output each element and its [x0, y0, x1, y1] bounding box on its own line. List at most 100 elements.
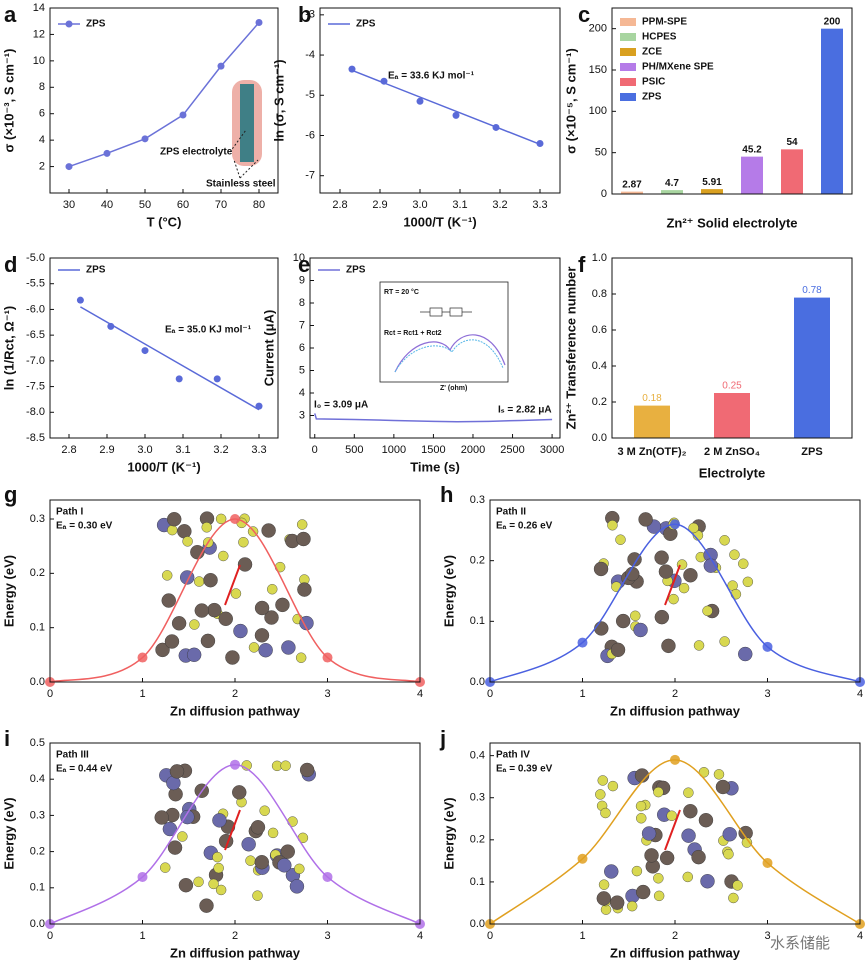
- bar: [634, 405, 670, 438]
- data-point: [137, 871, 148, 882]
- plot-frame: [489, 499, 861, 683]
- annotation: Eₐ = 0.39 eV: [496, 764, 553, 775]
- y-tick-label: -3: [305, 9, 315, 21]
- annotation: ZPS electrolyte: [160, 147, 233, 158]
- y-tick-label: 0.2: [470, 834, 485, 846]
- atom: [180, 809, 195, 825]
- y-tick-label: 50: [595, 147, 607, 159]
- x-tick-label: ZPS: [801, 446, 822, 458]
- x-tick-label: 0: [312, 444, 318, 456]
- atom: [200, 633, 216, 649]
- x-tick-label: 3 M Zn(OTF)₂: [617, 446, 686, 458]
- atom: [296, 519, 308, 530]
- y-tick-label: 8: [299, 297, 305, 309]
- legend-swatch: [620, 63, 636, 71]
- y-tick-label: 8: [39, 81, 45, 93]
- atom: [250, 820, 266, 835]
- atom: [230, 588, 242, 599]
- value-label: 2.87: [622, 179, 642, 190]
- data-point: [230, 514, 240, 525]
- y-tick-label: 4: [299, 387, 305, 399]
- y-tick-label: 0.4: [30, 773, 45, 785]
- legend-label: ZPS: [356, 19, 376, 30]
- atom: [297, 582, 312, 597]
- atom: [167, 840, 183, 855]
- atom: [203, 572, 218, 588]
- x-tick-label: 3.2: [213, 444, 228, 456]
- annotation: I₀ = 3.09 μA: [314, 400, 368, 411]
- legend-marker: [65, 20, 73, 28]
- y-tick-label: 2: [39, 160, 45, 172]
- y-tick-label: 6: [299, 342, 305, 354]
- bar: [621, 191, 643, 194]
- x-tick-label: 3: [324, 930, 330, 942]
- atom: [212, 851, 223, 863]
- legend-swatch: [620, 93, 636, 101]
- atom: [653, 873, 664, 884]
- legend-swatch: [620, 48, 636, 56]
- atom: [215, 513, 227, 525]
- x-tick-label: 40: [101, 199, 113, 211]
- atom: [287, 816, 298, 827]
- atom: [194, 603, 209, 618]
- x-tick-label: 3.3: [532, 199, 547, 211]
- atom: [698, 813, 714, 828]
- crystal-structure: [155, 511, 314, 665]
- x-tick-label: 2 M ZnSO₄: [704, 446, 760, 458]
- annotation: Eₐ = 0.26 eV: [496, 521, 553, 532]
- atom: [208, 878, 219, 890]
- legend-label: HCPES: [642, 32, 677, 43]
- atom: [596, 891, 612, 906]
- atom: [713, 769, 725, 780]
- x-tick-label: 2.9: [372, 199, 387, 211]
- y-tick-label: -5.0: [26, 252, 45, 264]
- atom: [254, 600, 270, 616]
- data-point: [380, 77, 388, 85]
- y-tick-label: 10: [293, 252, 305, 264]
- bar: [661, 190, 683, 194]
- atom: [154, 810, 169, 825]
- atom: [715, 779, 731, 795]
- x-tick-label: 0: [487, 688, 493, 700]
- atom: [237, 557, 253, 572]
- y-tick-label: 0.3: [30, 513, 45, 525]
- inset-curve: [394, 334, 506, 373]
- atom: [248, 642, 260, 653]
- plot-frame: [49, 7, 279, 194]
- value-label: 0.78: [802, 285, 822, 296]
- y-tick-label: 6: [39, 108, 45, 120]
- x-axis-label: Electrolyte: [699, 465, 765, 480]
- atom: [609, 895, 625, 910]
- data-point: [762, 641, 773, 652]
- x-tick-label: 0: [487, 930, 493, 942]
- crystal-structure: [593, 510, 754, 664]
- atom: [267, 584, 278, 595]
- atom: [186, 647, 202, 662]
- legend-label: ZCE: [642, 47, 662, 58]
- annotation: Path III: [56, 750, 89, 761]
- value-label: 4.7: [665, 178, 679, 189]
- y-tick-label: 0.8: [592, 288, 607, 300]
- x-axis-label: Zn diffusion pathway: [170, 945, 301, 960]
- x-tick-label: 50: [139, 199, 151, 211]
- atom: [683, 787, 694, 798]
- data-point: [577, 637, 588, 648]
- migration-arrow: [664, 564, 681, 606]
- atom: [631, 865, 643, 877]
- atom: [607, 520, 618, 531]
- x-tick-label: 1: [579, 688, 585, 700]
- plot-frame: [611, 7, 853, 195]
- atom: [199, 898, 214, 913]
- atom: [722, 827, 737, 842]
- bar: [781, 149, 803, 194]
- annotation: RT = 20 °C: [384, 288, 419, 296]
- atom: [729, 549, 740, 560]
- atom: [299, 615, 314, 631]
- x-tick-label: 2: [672, 688, 678, 700]
- x-tick-label: 4: [417, 688, 423, 700]
- x-axis-label: 1000/T (K⁻¹): [403, 214, 476, 229]
- atom: [259, 805, 270, 816]
- atom: [213, 862, 224, 874]
- y-tick-label: -6.5: [26, 329, 45, 341]
- y-tick-label: 0.2: [470, 555, 485, 567]
